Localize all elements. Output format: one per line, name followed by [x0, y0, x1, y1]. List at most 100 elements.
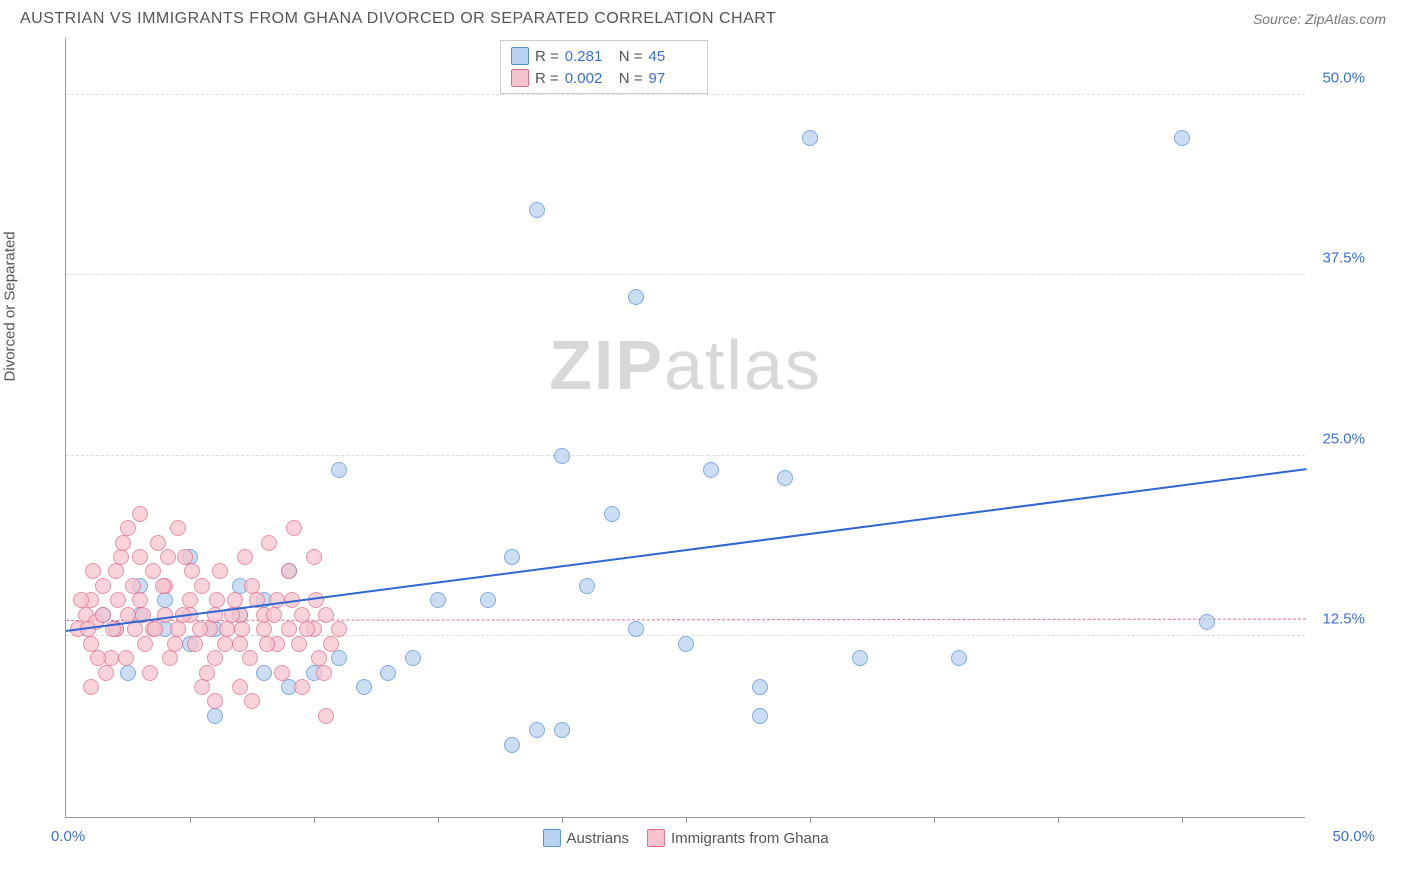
- data-point: [242, 650, 258, 666]
- gridline: [66, 455, 1305, 456]
- data-point: [217, 636, 233, 652]
- data-point: [237, 549, 253, 565]
- n-label: N =: [619, 48, 643, 65]
- data-point: [160, 549, 176, 565]
- data-point: [219, 621, 235, 637]
- data-point: [269, 592, 285, 608]
- n-label: N =: [619, 70, 643, 87]
- r-value: 0.281: [565, 48, 613, 65]
- data-point: [802, 130, 818, 146]
- data-point: [323, 636, 339, 652]
- y-tick-label: 37.5%: [1310, 250, 1365, 267]
- data-point: [142, 665, 158, 681]
- data-point: [852, 650, 868, 666]
- data-point: [752, 708, 768, 724]
- stats-row: R =0.002N =97: [511, 67, 697, 89]
- data-point: [132, 549, 148, 565]
- x-tick: [314, 817, 315, 823]
- data-point: [234, 621, 250, 637]
- chart-container: Divorced or Separated ZIPatlas 12.5%25.0…: [20, 38, 1386, 858]
- data-point: [405, 650, 421, 666]
- data-point: [244, 693, 260, 709]
- data-point: [113, 549, 129, 565]
- x-tick: [1182, 817, 1183, 823]
- x-tick: [934, 817, 935, 823]
- trend-line: [66, 468, 1306, 632]
- watermark-atlas: atlas: [664, 326, 822, 404]
- data-point: [120, 665, 136, 681]
- data-point: [145, 563, 161, 579]
- data-point: [212, 563, 228, 579]
- stats-box: R =0.281N =45R =0.002N =97: [500, 40, 708, 94]
- data-point: [184, 563, 200, 579]
- data-point: [187, 636, 203, 652]
- data-point: [207, 650, 223, 666]
- data-point: [529, 722, 545, 738]
- data-point: [115, 535, 131, 551]
- legend-label: Immigrants from Ghana: [671, 830, 829, 847]
- data-point: [678, 636, 694, 652]
- data-point: [1174, 130, 1190, 146]
- source-attribution: Source: ZipAtlas.com: [1253, 11, 1386, 27]
- x-tick: [1058, 817, 1059, 823]
- data-point: [266, 607, 282, 623]
- data-point: [299, 621, 315, 637]
- data-point: [380, 665, 396, 681]
- data-point: [147, 621, 163, 637]
- data-point: [331, 462, 347, 478]
- y-tick-label: 25.0%: [1310, 430, 1365, 447]
- data-point: [207, 708, 223, 724]
- data-point: [430, 592, 446, 608]
- data-point: [554, 448, 570, 464]
- n-value: 97: [649, 70, 697, 87]
- trend-line: [66, 618, 1306, 620]
- data-point: [259, 636, 275, 652]
- x-tick: [562, 817, 563, 823]
- data-point: [83, 679, 99, 695]
- n-value: 45: [649, 48, 697, 65]
- data-point: [232, 636, 248, 652]
- data-point: [316, 665, 332, 681]
- gridline: [66, 274, 1305, 275]
- data-point: [108, 563, 124, 579]
- data-point: [318, 607, 334, 623]
- data-point: [480, 592, 496, 608]
- data-point: [194, 679, 210, 695]
- legend-swatch: [647, 829, 665, 847]
- x-min-label: 0.0%: [51, 828, 85, 845]
- data-point: [752, 679, 768, 695]
- legend: AustriansImmigrants from Ghana: [542, 829, 828, 847]
- x-tick: [190, 817, 191, 823]
- data-point: [256, 665, 272, 681]
- data-point: [199, 665, 215, 681]
- x-tick: [438, 817, 439, 823]
- data-point: [125, 578, 141, 594]
- y-tick-label: 12.5%: [1310, 611, 1365, 628]
- data-point: [98, 665, 114, 681]
- legend-swatch: [542, 829, 560, 847]
- watermark-zip: ZIP: [549, 326, 664, 404]
- y-tick-label: 50.0%: [1310, 69, 1365, 86]
- data-point: [318, 708, 334, 724]
- data-point: [209, 592, 225, 608]
- data-point: [604, 506, 620, 522]
- data-point: [628, 621, 644, 637]
- x-tick: [810, 817, 811, 823]
- data-point: [281, 563, 297, 579]
- r-label: R =: [535, 48, 559, 65]
- data-point: [167, 636, 183, 652]
- data-point: [1199, 614, 1215, 630]
- data-point: [182, 592, 198, 608]
- data-point: [207, 693, 223, 709]
- data-point: [291, 636, 307, 652]
- series-swatch: [511, 47, 529, 65]
- data-point: [170, 520, 186, 536]
- data-point: [120, 520, 136, 536]
- series-swatch: [511, 69, 529, 87]
- data-point: [132, 506, 148, 522]
- r-value: 0.002: [565, 70, 613, 87]
- x-max-label: 50.0%: [1315, 828, 1375, 845]
- data-point: [504, 549, 520, 565]
- data-point: [554, 722, 570, 738]
- data-point: [529, 202, 545, 218]
